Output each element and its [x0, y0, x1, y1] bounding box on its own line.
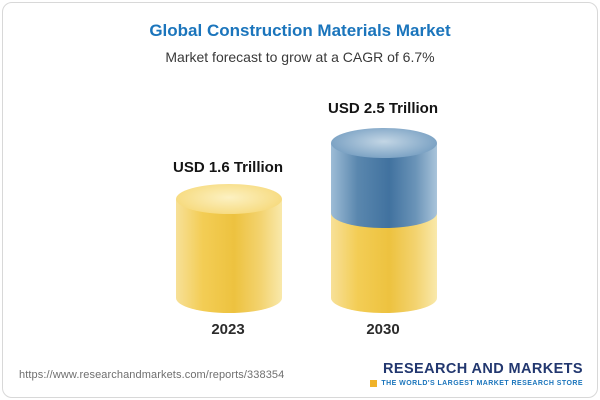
- value-label-2030: USD 2.5 Trillion: [327, 100, 439, 117]
- x-axis-label-2023: 2023: [211, 321, 245, 338]
- bar-2023-body: [176, 199, 282, 313]
- report-url: https://www.researchandmarkets.com/repor…: [19, 369, 285, 381]
- bar-2023-cap: [176, 184, 282, 214]
- bar-2030-cap: [331, 128, 437, 158]
- chart-title: Global Construction Materials Market: [149, 21, 451, 40]
- bar-2030-cylinder: [331, 128, 437, 313]
- logo-gold-square-icon: [370, 380, 378, 387]
- research-and-markets-logo: RESEARCH AND MARKETS THE WORLD'S LARGEST…: [370, 361, 583, 387]
- x-axis-label-2030: 2030: [366, 321, 400, 338]
- bar-2023-cylinder: [176, 184, 282, 313]
- logo-tagline-row: THE WORLD'S LARGEST MARKET RESEARCH STOR…: [370, 380, 583, 387]
- logo-tagline: THE WORLD'S LARGEST MARKET RESEARCH STOR…: [381, 380, 583, 387]
- logo-wordmark: RESEARCH AND MARKETS: [383, 361, 583, 377]
- chart-subtitle: Market forecast to grow at a CAGR of 6.7…: [165, 49, 435, 65]
- value-label-2023: USD 1.6 Trillion: [172, 159, 284, 176]
